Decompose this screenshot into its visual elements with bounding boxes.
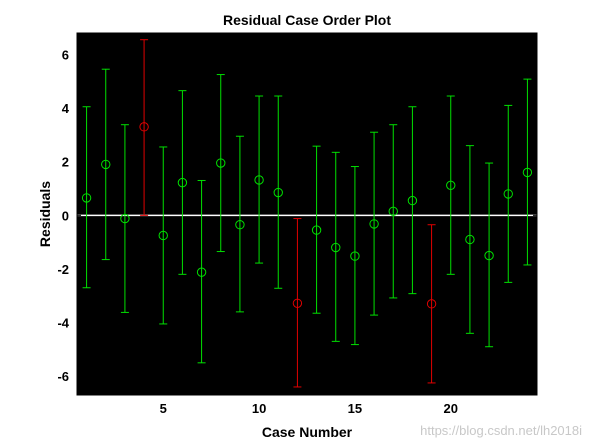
residual-point-case-23 [503,189,513,199]
error-bar-case-6 [178,90,187,275]
chart-title: Residual Case Order Plot [223,12,391,28]
error-bar-case-10 [255,95,264,264]
error-bar-case-18 [408,106,417,295]
error-bar-case-8 [216,74,225,253]
residual-point-case-13 [311,225,322,235]
residual-point-case-11 [273,187,283,198]
error-bar-case-19 [427,224,436,384]
error-bar-case-22 [485,162,494,348]
y-tick-label: 2 [62,155,69,170]
y-tick-label: 4 [62,101,70,116]
residual-point-case-7 [196,267,207,277]
residual-point-case-8 [216,158,226,168]
x-tick-label: 15 [348,401,362,416]
residual-point-case-1 [81,193,92,203]
residual-point-case-19 [426,299,437,309]
error-bar-case-9 [235,135,244,313]
error-bar-case-12 [293,218,302,388]
residual-point-case-21 [465,234,475,245]
watermark-text: https://blog.csdn.net/lh2018i [420,423,582,438]
plot-frame [76,32,538,396]
residual-point-case-6 [177,177,188,188]
y-tick-label: -2 [57,262,69,277]
residual-point-case-18 [407,195,418,206]
residual-point-case-14 [331,242,341,253]
residual-point-case-3 [120,213,130,224]
x-tick-label: 10 [252,401,266,416]
residual-point-case-15 [350,251,360,261]
y-tick-label: 0 [62,208,69,223]
y-axis-label: Residuals [37,181,53,247]
x-tick-label: 5 [160,401,167,416]
error-bar-case-14 [331,151,340,342]
error-bar-case-4 [140,39,149,216]
y-tick-label: -4 [57,316,69,331]
residual-point-case-17 [388,206,398,217]
error-bar-case-20 [446,95,455,275]
error-bar-case-3 [120,124,129,313]
error-bar-case-1 [82,106,91,289]
residual-point-case-16 [369,219,379,229]
residual-point-case-20 [446,180,456,191]
residual-point-case-2 [101,159,111,170]
y-tick-label: 6 [62,47,69,62]
error-bar-case-17 [389,124,398,299]
error-bar-case-7 [197,179,206,364]
residual-point-case-12 [292,298,303,308]
error-bar-case-21 [465,145,474,334]
residual-point-case-10 [254,175,264,185]
residual-point-case-4 [139,122,149,132]
error-bar-case-23 [504,104,513,283]
error-bar-case-5 [159,146,168,325]
error-bar-case-13 [312,145,321,314]
x-axis-label: Case Number [262,424,353,440]
error-bar-case-15 [350,166,359,346]
residual-point-case-5 [158,230,168,241]
x-tick-label: 20 [444,401,458,416]
error-bar-case-24 [523,78,532,266]
error-bar-case-2 [101,68,110,261]
error-bar-case-11 [274,95,283,289]
error-bar-case-16 [370,131,379,316]
plot-area [77,33,537,395]
y-tick-label: -6 [57,369,69,384]
residual-point-case-9 [235,220,245,230]
residual-point-case-22 [484,250,494,261]
residual-point-case-24 [522,167,533,178]
